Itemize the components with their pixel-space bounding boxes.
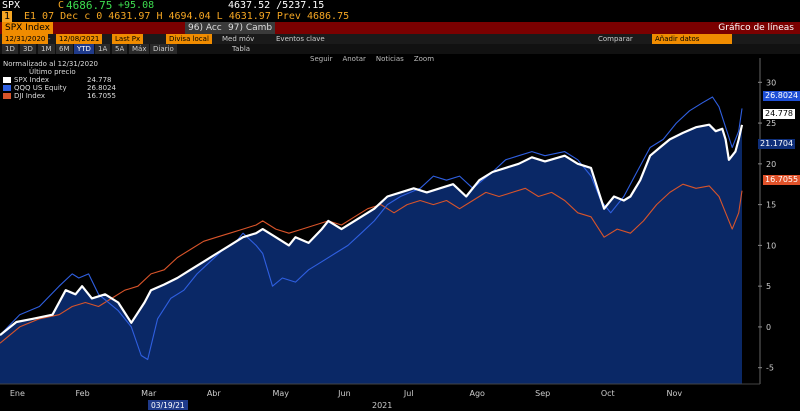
chart-type-label: Gráfico de líneas (718, 23, 794, 33)
y-tick-label: 5 (766, 282, 771, 291)
line2-tag: 1 (2, 11, 13, 22)
x-tick-label: May (273, 389, 290, 398)
series-line-dji-index (0, 183, 743, 344)
acc-button[interactable]: 96) Acc (185, 22, 225, 34)
price-range: 4637.52 /5237.15 (228, 0, 325, 11)
security-field[interactable]: SPX Index (2, 22, 53, 34)
x-tick-label: Ago (469, 389, 485, 398)
tool-noticias[interactable]: Noticias (375, 55, 404, 63)
x-tick-label: Jun (337, 389, 351, 398)
legend-swatch (3, 85, 11, 91)
y-tick-label: 20 (766, 160, 776, 169)
line-chart[interactable]: -5 0 5 10 15 20 25 30 Ene Feb Mar Abr May Jun Jul Ago Se… (0, 54, 800, 411)
legend-label: DJI Index (14, 92, 46, 100)
series-line-spx-index (0, 123, 744, 336)
series-line-qqq-us-equity (0, 96, 743, 361)
y-tick-label: 15 (766, 201, 776, 210)
cursor-date-label: 03/19/21 (151, 401, 185, 410)
legend-header: Último precio (29, 68, 76, 76)
cursor-date-box (148, 400, 188, 410)
notas-field[interactable]: Añadir datos (652, 34, 732, 44)
y-tick-label: -5 (766, 364, 774, 373)
currency-select[interactable]: Divisa local (166, 34, 212, 44)
spx-area-fill (0, 124, 742, 384)
quote-line-2: 1 E1 07 Dec c 0 4631.97 H 4694.04 L 4631… (0, 11, 800, 22)
tag-mid: 21.1704 (758, 139, 796, 149)
y-tick-label: 10 (766, 241, 776, 250)
y-tick-label: 25 (766, 119, 776, 128)
field-select[interactable]: Last Px (112, 34, 144, 44)
range-1m[interactable]: 1M (38, 44, 55, 54)
camb-button[interactable]: 97) Camb (225, 22, 276, 34)
legend-value: 26.8024 (87, 84, 116, 92)
legend-label: QQQ US Equity (14, 84, 67, 92)
range-1d[interactable]: 1D (2, 44, 18, 54)
legend-swatch (3, 93, 11, 99)
legend-label: SPX Index (14, 76, 49, 84)
tag-qqq: 26.8024 (763, 91, 800, 101)
range-6m[interactable]: 6M (56, 44, 73, 54)
tag-dji: 16.7055 (763, 175, 800, 185)
x-tick-label: Nov (666, 389, 682, 398)
legend-swatch (3, 77, 11, 83)
date-end-field[interactable]: 12/08/2021 (56, 34, 103, 44)
range-5a[interactable]: 5A (112, 44, 128, 54)
tool-zoom[interactable]: Zoom (413, 55, 435, 63)
legend-item-qqq[interactable]: QQQ US Equity 26.8024 (3, 84, 116, 92)
last-price: 4686.75 (66, 0, 113, 12)
series-layer (0, 96, 744, 361)
range-row: 1D 3D 1M 6M YTD 1A 5A Máx Diario Tabla (0, 44, 800, 54)
date-separator: - (48, 35, 51, 43)
x-year-label: 2021 (372, 401, 392, 410)
range-1a[interactable]: 1A (95, 44, 111, 54)
date-start-field[interactable]: 12/31/2020 (2, 34, 49, 44)
x-tick-label: Jul (403, 389, 414, 398)
legend-value: 16.7055 (87, 92, 116, 100)
tool-anotar[interactable]: Anotar (342, 55, 366, 63)
y-tick-label: 0 (766, 323, 771, 332)
legend-item-spx[interactable]: SPX Index 24.778 (3, 76, 112, 84)
med-mov-toggle[interactable]: Med móv (222, 35, 255, 43)
period-select[interactable]: Diario (150, 44, 177, 54)
range-ytd[interactable]: YTD (74, 44, 94, 54)
tabla-button[interactable]: Tabla (232, 45, 251, 53)
legend-subtitle: Normalizado al 12/31/2020 (3, 60, 98, 68)
tag-spx: 24.778 (763, 109, 795, 119)
controls-row: 12/31/2020 - 12/08/2021 Last Px Divisa l… (0, 34, 800, 44)
range-max[interactable]: Máx (129, 44, 150, 54)
chart-tools: Seguir Anotar Noticias Zoom (310, 55, 434, 63)
legend-value: 24.778 (87, 76, 112, 84)
x-tick-label: Oct (601, 389, 615, 398)
quote-details: E1 07 Dec c 0 4631.97 H 4694.04 L 4631.9… (24, 11, 350, 22)
security-toolbar: SPX Index 96) Acc 97) Camb Gráfico de lí… (0, 22, 800, 34)
x-tick-label: Sep (535, 389, 550, 398)
chart-legend: Normalizado al 12/31/2020 Último precio … (3, 60, 116, 100)
x-tick-label: Abr (207, 389, 222, 398)
eventos-toggle[interactable]: Eventos clave (276, 35, 325, 43)
ticker[interactable]: SPX (2, 0, 21, 11)
y-tick-label: 30 (766, 78, 776, 87)
quote-line-1: SPX C 4686.75 +95.08 4637.52 /5237.15 (0, 0, 800, 11)
x-tick-label: Mar (141, 389, 157, 398)
price-prefix: C (58, 0, 65, 11)
x-tick-label: Ene (10, 389, 25, 398)
tool-seguir[interactable]: Seguir (310, 55, 333, 63)
axis-layer: -5 0 5 10 15 20 25 30 Ene Feb Mar Abr May Jun Jul Ago Se… (0, 58, 776, 410)
comparar-button[interactable]: Comparar (598, 35, 633, 43)
price-change: +95.08 (118, 0, 155, 11)
legend-item-dji[interactable]: DJI Index 16.7055 (3, 92, 116, 100)
range-3d[interactable]: 3D (20, 44, 36, 54)
area-layer (0, 124, 742, 384)
x-tick-label: Feb (76, 389, 90, 398)
